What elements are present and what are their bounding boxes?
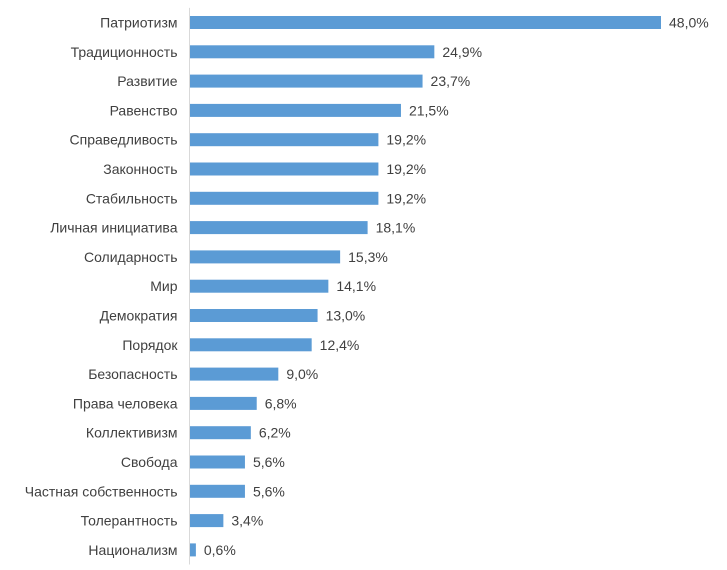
category-label: Безопасность: [88, 366, 177, 382]
bar: [190, 426, 251, 440]
bar: [190, 133, 379, 147]
bar: [190, 543, 196, 557]
value-label: 15,3%: [348, 249, 388, 265]
bar: [190, 279, 329, 293]
category-label: Частная собственность: [25, 483, 178, 499]
category-label: Справедливость: [70, 132, 178, 148]
value-label: 48,0%: [669, 15, 709, 31]
value-label: 6,8%: [265, 395, 297, 411]
value-label: 5,6%: [253, 454, 285, 470]
value-label: 5,6%: [253, 483, 285, 499]
category-label: Права человека: [73, 395, 178, 411]
value-label: 9,0%: [286, 366, 318, 382]
category-label: Развитие: [117, 73, 177, 89]
bar: [190, 16, 661, 29]
category-label: Порядок: [122, 337, 178, 353]
category-label: Солидарность: [84, 249, 178, 265]
bar: [190, 45, 435, 59]
category-labels-group: Патриотизм Традиционность Развитие Равенств…: [25, 15, 179, 558]
category-label: Патриотизм: [100, 15, 177, 31]
bar: [190, 74, 423, 88]
bar: [190, 338, 312, 352]
value-label: 19,2%: [386, 190, 426, 206]
bars-group: [190, 16, 661, 557]
bar: [190, 103, 401, 117]
value-label: 19,2%: [386, 161, 426, 177]
value-label: 12,4%: [320, 337, 360, 353]
value-label: 6,2%: [259, 425, 291, 441]
value-labels-group: 48,0% 24,9% 23,7% 21,5% 19,2% 19,2% 19,2% 18,1%…: [204, 15, 709, 558]
category-label: Национализм: [88, 542, 177, 558]
category-label: Законность: [103, 161, 177, 177]
value-label: 23,7%: [431, 73, 471, 89]
category-label: Коллективизм: [86, 425, 178, 441]
category-label: Личная инициатива: [50, 220, 177, 236]
value-label: 21,5%: [409, 102, 449, 118]
category-label: Мир: [150, 278, 177, 294]
value-label: 18,1%: [376, 220, 416, 236]
category-label: Равенство: [110, 102, 178, 118]
bar: [190, 455, 245, 469]
category-label: Традиционность: [71, 44, 178, 60]
value-label: 19,2%: [386, 132, 426, 148]
value-label: 13,0%: [326, 308, 366, 324]
bar: [190, 250, 341, 264]
bar: [190, 162, 379, 176]
bar: [190, 396, 257, 410]
value-label: 24,9%: [442, 44, 482, 60]
bar: [190, 514, 224, 528]
bar: [190, 191, 379, 205]
value-label: 0,6%: [204, 542, 236, 558]
bar: [190, 309, 318, 322]
value-label: 3,4%: [231, 513, 263, 529]
category-label: Демократия: [100, 308, 178, 324]
category-label: Свобода: [121, 454, 178, 470]
bar: [190, 221, 368, 235]
value-label: 14,1%: [336, 278, 376, 294]
bar: [190, 367, 279, 381]
bar: [190, 484, 245, 498]
category-label: Стабильность: [86, 190, 178, 206]
category-label: Толерантность: [81, 513, 178, 529]
